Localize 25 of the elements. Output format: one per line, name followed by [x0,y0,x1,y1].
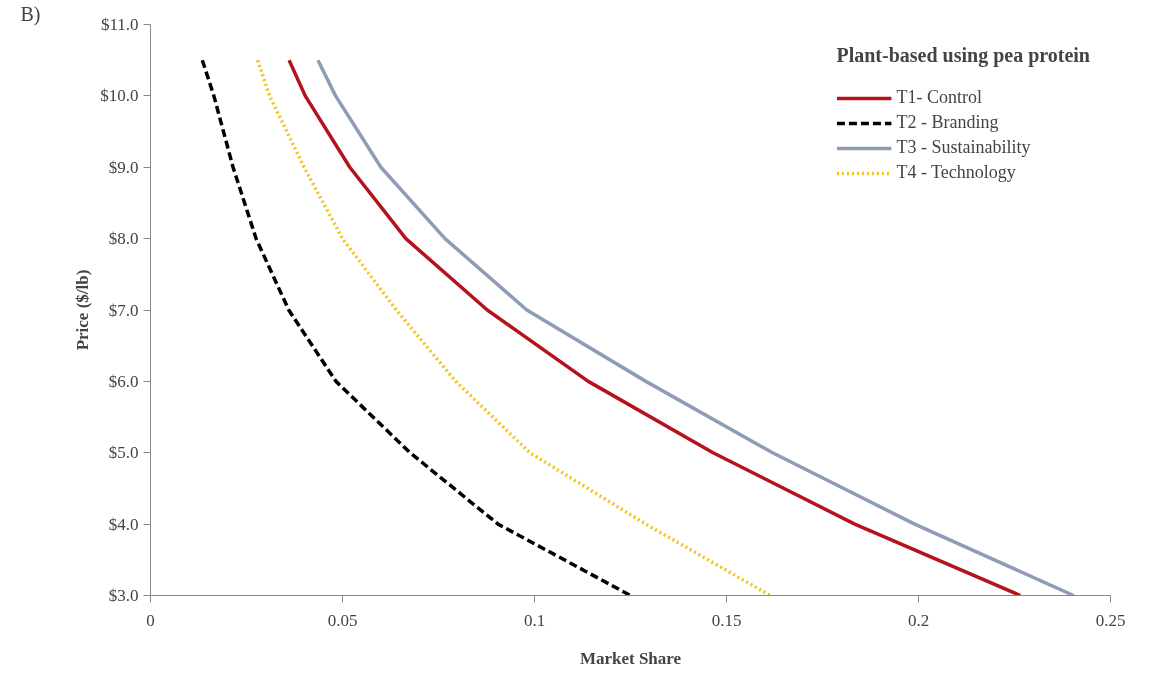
y-axis-title: Price ($/lb) [73,269,93,351]
y-tick-label: $7.0 [108,300,139,320]
y-tick-label: $10.0 [100,86,139,106]
x-tick-label: 0.05 [327,610,358,630]
y-tick-label: $9.0 [108,157,139,177]
legend-label: T2 - Branding [896,112,999,133]
y-tick-label: $4.0 [108,514,139,534]
legend-title: Plant-based using pea protein [836,44,1090,67]
y-tick-label: $8.0 [108,229,139,249]
x-tick-label: 0.25 [1095,610,1126,630]
x-tick-label: 0.15 [711,610,742,630]
x-axis-title: Market Share [579,648,682,668]
x-tick-label: 0 [146,610,155,630]
x-tick-label: 0.2 [907,610,930,630]
y-tick-label: $6.0 [108,371,139,391]
legend-label: T4 - Technology [896,162,1016,183]
y-tick-label: $5.0 [108,443,139,463]
x-tick-label: 0.1 [523,610,546,630]
text: B) [20,2,41,26]
legend-label: T1- Control [896,87,982,108]
legend-label: T3 - Sustainability [896,137,1031,158]
y-tick-label: $3.0 [108,586,139,605]
line-series [255,58,773,596]
y-tick-label: $11.0 [100,15,139,34]
line-series [200,58,633,596]
